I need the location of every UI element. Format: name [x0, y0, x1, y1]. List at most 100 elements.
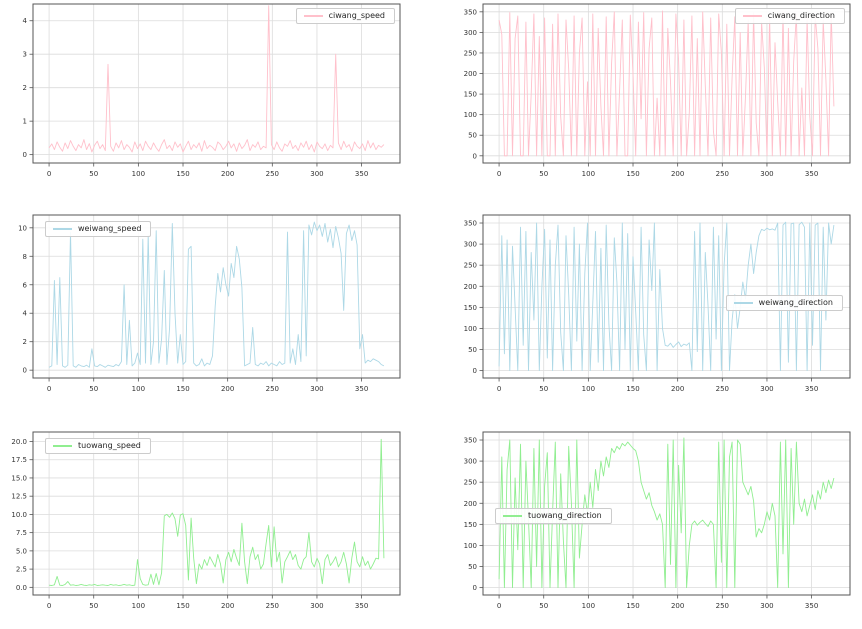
svg-text:300: 300 [464, 241, 477, 249]
svg-text:200: 200 [464, 500, 477, 508]
chart-panel-tuowang-direction: 0 50 100 150 200 250 300 350 0 50 100 150 200 250 300 3… [450, 426, 862, 617]
weiwang-speed-plot: 0 50 100 150 200 250 300 350 0 2 4 6 8 10 [18, 214, 401, 393]
svg-text:350: 350 [355, 602, 368, 610]
legend-line-swatch [733, 302, 753, 304]
svg-text:200: 200 [464, 283, 477, 291]
svg-text:200: 200 [671, 385, 684, 393]
svg-text:100: 100 [132, 602, 145, 610]
svg-text:250: 250 [464, 49, 477, 57]
svg-text:300: 300 [760, 170, 773, 178]
svg-text:300: 300 [310, 385, 323, 393]
svg-text:350: 350 [464, 8, 477, 16]
svg-text:150: 150 [464, 91, 477, 99]
svg-text:0: 0 [23, 367, 27, 375]
svg-text:200: 200 [464, 70, 477, 78]
svg-text:5.0: 5.0 [16, 547, 27, 555]
svg-text:0: 0 [497, 170, 501, 178]
svg-text:250: 250 [716, 602, 729, 610]
svg-text:17.5: 17.5 [11, 456, 27, 464]
ciwang-speed-plot: 0 50 100 150 200 250 300 350 0 1 2 3 4 [23, 3, 401, 178]
svg-text:50: 50 [468, 563, 477, 571]
svg-text:250: 250 [716, 385, 729, 393]
svg-text:200: 200 [221, 170, 234, 178]
chart-panel-ciwang-direction: 0 50 100 150 200 250 300 350 0 50 100 150 200 250 300 3… [450, 0, 862, 187]
chart-panel-weiwang-speed: 0 50 100 150 200 250 300 350 0 2 4 6 8 10 weiwang_spe… [0, 209, 412, 400]
svg-text:300: 300 [464, 458, 477, 466]
legend-line-swatch [303, 15, 323, 17]
legend-ciwang-direction: ciwang_direction [734, 8, 845, 24]
legend-label: ciwang_speed [328, 11, 385, 20]
svg-text:2: 2 [23, 338, 27, 346]
svg-text:300: 300 [760, 385, 773, 393]
svg-text:350: 350 [805, 385, 818, 393]
svg-text:250: 250 [266, 385, 279, 393]
svg-text:0: 0 [47, 602, 51, 610]
tuowang-speed-plot: 0 50 100 150 200 250 300 350 0.0 2.5 5.0 7.5 10.0 12.… [11, 431, 401, 610]
svg-text:4: 4 [23, 17, 28, 25]
legend-label: weiwang_direction [758, 298, 833, 307]
svg-text:300: 300 [464, 29, 477, 37]
legend-label: tuowang_speed [78, 441, 141, 450]
svg-text:200: 200 [221, 602, 234, 610]
svg-text:100: 100 [582, 170, 595, 178]
svg-text:20.0: 20.0 [11, 438, 27, 446]
svg-text:100: 100 [132, 170, 145, 178]
svg-text:50: 50 [89, 170, 98, 178]
svg-text:0: 0 [47, 170, 51, 178]
svg-text:150: 150 [464, 521, 477, 529]
svg-text:250: 250 [464, 262, 477, 270]
svg-text:4: 4 [23, 310, 28, 318]
svg-text:10.0: 10.0 [11, 511, 27, 519]
ciwang-direction-plot: 0 50 100 150 200 250 300 350 0 50 100 150 200 250 300 3… [464, 3, 851, 178]
svg-text:250: 250 [464, 479, 477, 487]
svg-text:50: 50 [89, 385, 98, 393]
svg-text:50: 50 [468, 346, 477, 354]
svg-text:2: 2 [23, 84, 27, 92]
chart-panel-ciwang-speed: 0 50 100 150 200 250 300 350 0 1 2 3 4 ciwang_speed [0, 0, 412, 187]
svg-text:50: 50 [539, 170, 548, 178]
legend-line-swatch [53, 445, 72, 447]
svg-text:3: 3 [23, 51, 27, 59]
svg-text:350: 350 [355, 170, 368, 178]
svg-text:350: 350 [805, 602, 818, 610]
svg-text:200: 200 [671, 170, 684, 178]
svg-text:100: 100 [464, 542, 477, 550]
legend-tuowang-speed: tuowang_speed [45, 438, 151, 454]
legend-tuowang-direction: tuowang_direction [495, 508, 612, 524]
legend-weiwang-speed: weiwang_speed [45, 221, 152, 237]
svg-text:0: 0 [473, 152, 477, 160]
svg-text:0: 0 [497, 602, 501, 610]
svg-text:100: 100 [464, 111, 477, 119]
svg-text:100: 100 [582, 602, 595, 610]
svg-text:300: 300 [760, 602, 773, 610]
svg-text:350: 350 [805, 170, 818, 178]
svg-text:50: 50 [468, 132, 477, 140]
svg-text:200: 200 [221, 385, 234, 393]
svg-text:150: 150 [176, 385, 189, 393]
legend-line-swatch [742, 15, 762, 17]
legend-label: ciwang_direction [767, 11, 835, 20]
svg-text:0: 0 [473, 367, 477, 375]
svg-text:100: 100 [464, 325, 477, 333]
svg-text:7.5: 7.5 [16, 529, 27, 537]
svg-text:150: 150 [626, 170, 639, 178]
chart-panel-weiwang-direction: 0 50 100 150 200 250 300 350 0 50 100 150 200 250 300 3… [450, 209, 862, 400]
svg-text:150: 150 [626, 385, 639, 393]
svg-text:250: 250 [266, 602, 279, 610]
svg-text:350: 350 [464, 220, 477, 228]
svg-text:150: 150 [626, 602, 639, 610]
legend-label: weiwang_speed [78, 224, 142, 233]
svg-text:50: 50 [89, 602, 98, 610]
svg-text:100: 100 [582, 385, 595, 393]
legend-line-swatch [53, 228, 72, 230]
svg-text:150: 150 [176, 602, 189, 610]
svg-text:150: 150 [176, 170, 189, 178]
svg-text:50: 50 [539, 385, 548, 393]
svg-text:0: 0 [23, 151, 27, 159]
svg-text:2.5: 2.5 [16, 566, 27, 574]
svg-text:250: 250 [266, 170, 279, 178]
svg-text:350: 350 [464, 437, 477, 445]
chart-panel-tuowang-speed: 0 50 100 150 200 250 300 350 0.0 2.5 5.0 7.5 10.0 12.… [0, 426, 412, 617]
svg-text:50: 50 [539, 602, 548, 610]
